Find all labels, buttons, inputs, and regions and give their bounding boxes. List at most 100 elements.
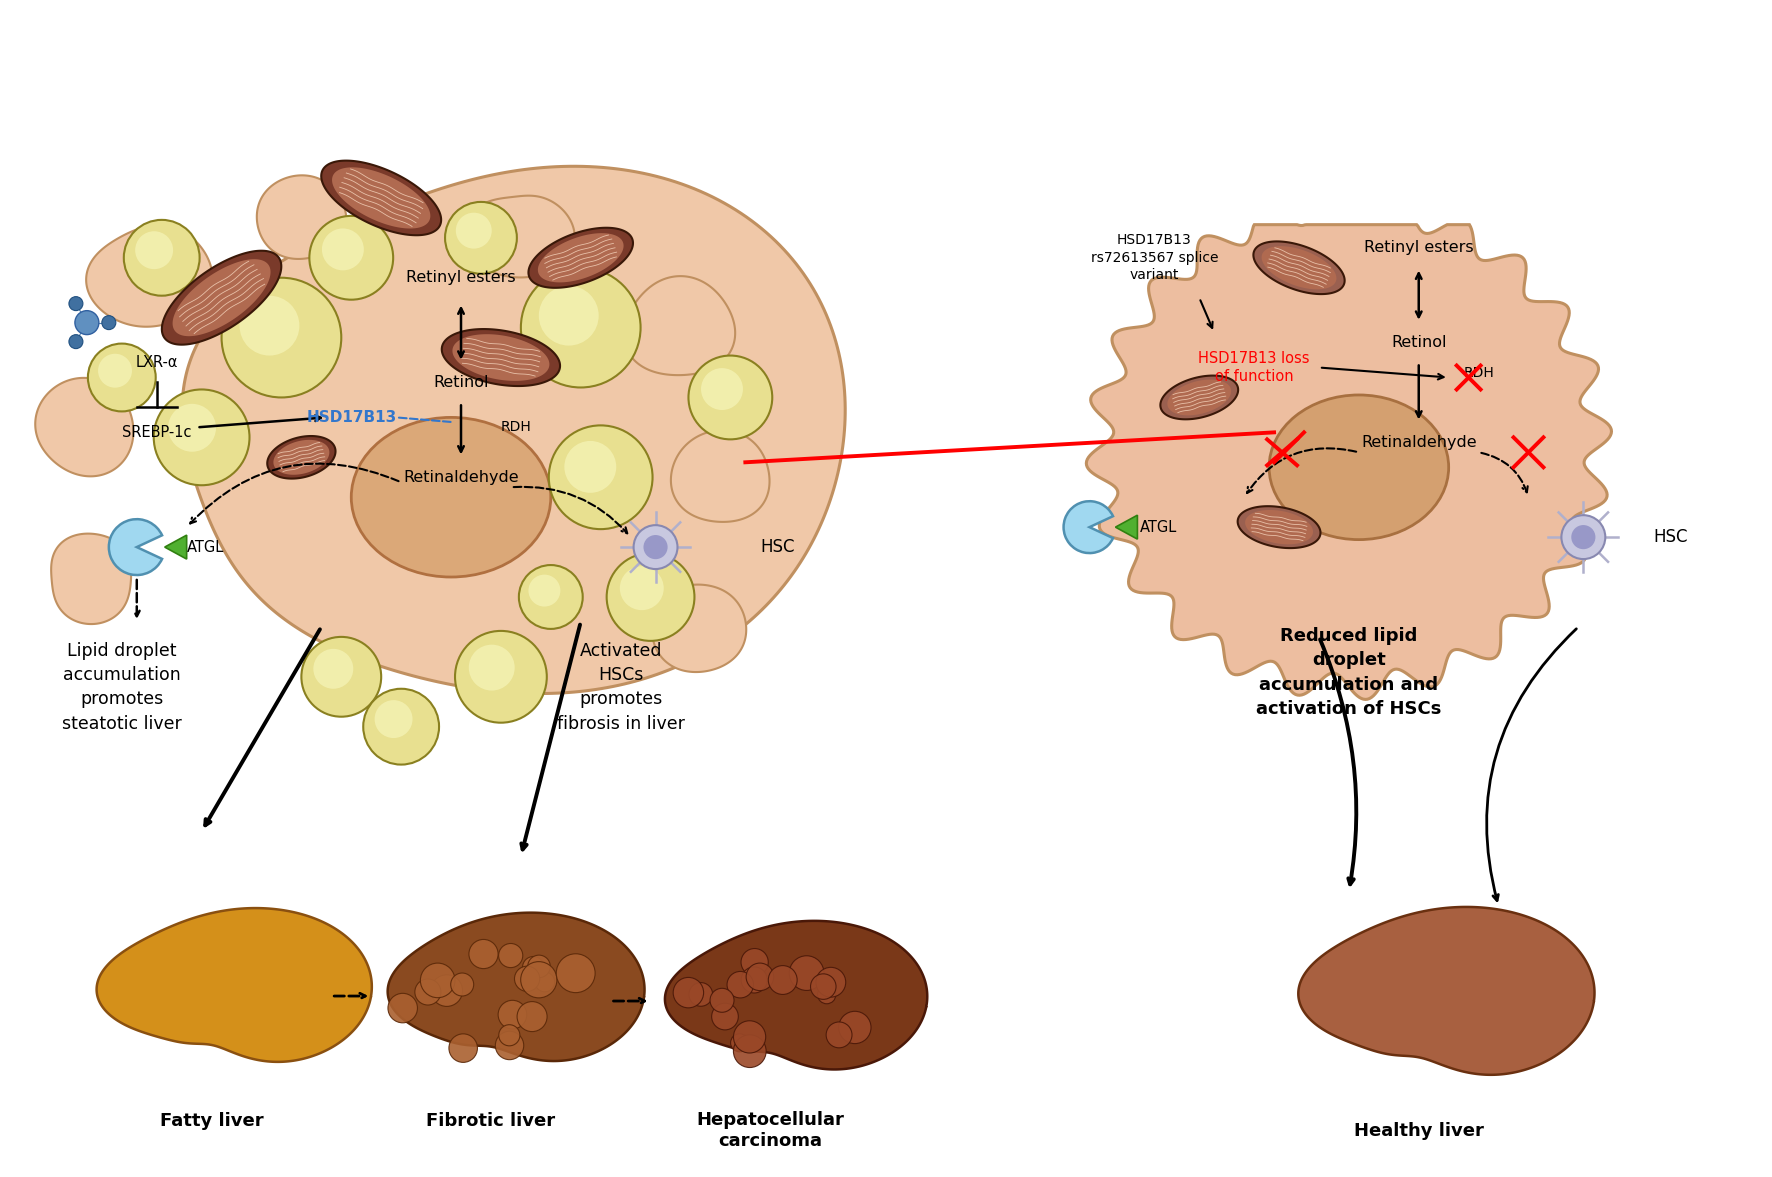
Polygon shape bbox=[268, 435, 335, 479]
Text: Retinol: Retinol bbox=[1391, 335, 1446, 350]
Polygon shape bbox=[452, 334, 549, 381]
Circle shape bbox=[521, 962, 556, 998]
Circle shape bbox=[673, 977, 703, 1008]
Circle shape bbox=[388, 993, 418, 1023]
Polygon shape bbox=[624, 277, 735, 375]
Circle shape bbox=[606, 553, 695, 640]
Polygon shape bbox=[183, 166, 845, 693]
Circle shape bbox=[323, 228, 363, 271]
Circle shape bbox=[69, 297, 83, 311]
Polygon shape bbox=[664, 920, 927, 1070]
Text: Retinaldehyde: Retinaldehyde bbox=[1361, 434, 1476, 450]
Circle shape bbox=[498, 1025, 519, 1046]
Text: LXR-α: LXR-α bbox=[135, 355, 177, 370]
Circle shape bbox=[789, 956, 824, 991]
Circle shape bbox=[519, 565, 583, 629]
Circle shape bbox=[727, 971, 753, 998]
Circle shape bbox=[741, 967, 767, 993]
Text: HSC: HSC bbox=[760, 538, 796, 556]
Circle shape bbox=[448, 1033, 477, 1063]
Circle shape bbox=[1561, 516, 1605, 559]
Polygon shape bbox=[388, 912, 645, 1060]
Circle shape bbox=[838, 1011, 872, 1044]
Circle shape bbox=[470, 939, 498, 969]
Circle shape bbox=[1572, 525, 1595, 550]
Circle shape bbox=[730, 1033, 748, 1052]
Circle shape bbox=[741, 949, 769, 976]
Circle shape bbox=[69, 334, 83, 348]
Polygon shape bbox=[273, 440, 330, 474]
Circle shape bbox=[498, 944, 523, 967]
Polygon shape bbox=[1161, 375, 1239, 419]
Circle shape bbox=[420, 963, 455, 998]
Text: Lipid droplet
accumulation
promotes
steatotic liver: Lipid droplet accumulation promotes stea… bbox=[62, 641, 183, 733]
Circle shape bbox=[89, 344, 156, 412]
Text: HSC: HSC bbox=[1653, 528, 1687, 546]
Circle shape bbox=[523, 957, 544, 978]
Circle shape bbox=[498, 1000, 526, 1029]
Circle shape bbox=[810, 973, 836, 999]
Text: HSD17B13
rs72613567 splice
variant: HSD17B13 rs72613567 splice variant bbox=[1090, 233, 1217, 282]
Text: Fibrotic liver: Fibrotic liver bbox=[427, 1112, 555, 1130]
Text: Reduced lipid
droplet
accumulation and
activation of HSCs: Reduced lipid droplet accumulation and a… bbox=[1256, 627, 1442, 718]
Polygon shape bbox=[441, 330, 560, 386]
Text: Hepatocellular
carcinoma: Hepatocellular carcinoma bbox=[696, 1111, 843, 1150]
Wedge shape bbox=[108, 519, 161, 576]
Polygon shape bbox=[1253, 241, 1345, 294]
Wedge shape bbox=[1063, 501, 1113, 553]
Polygon shape bbox=[172, 259, 271, 337]
Circle shape bbox=[634, 525, 677, 568]
Circle shape bbox=[539, 286, 599, 346]
Polygon shape bbox=[97, 909, 372, 1062]
Polygon shape bbox=[165, 536, 186, 559]
Circle shape bbox=[517, 1002, 548, 1031]
Text: Retinol: Retinol bbox=[434, 375, 489, 390]
Circle shape bbox=[535, 972, 555, 992]
Text: Healthy liver: Healthy liver bbox=[1354, 1122, 1483, 1139]
Text: Fatty liver: Fatty liver bbox=[159, 1112, 264, 1130]
Ellipse shape bbox=[1269, 395, 1449, 539]
Polygon shape bbox=[331, 167, 431, 228]
Circle shape bbox=[563, 441, 617, 493]
Text: HSD17B13 loss
of function: HSD17B13 loss of function bbox=[1198, 351, 1310, 385]
Circle shape bbox=[689, 983, 712, 1006]
Circle shape bbox=[514, 966, 540, 991]
Polygon shape bbox=[539, 233, 624, 282]
Text: RDH: RDH bbox=[501, 420, 532, 434]
Circle shape bbox=[620, 566, 664, 610]
Circle shape bbox=[496, 1031, 525, 1059]
Circle shape bbox=[124, 220, 200, 295]
Circle shape bbox=[97, 354, 131, 387]
Polygon shape bbox=[257, 175, 346, 259]
Circle shape bbox=[455, 213, 493, 248]
Polygon shape bbox=[51, 533, 131, 624]
Circle shape bbox=[222, 278, 342, 398]
Ellipse shape bbox=[351, 418, 551, 577]
Circle shape bbox=[712, 1003, 739, 1030]
Text: RDH: RDH bbox=[1464, 366, 1494, 379]
Circle shape bbox=[314, 649, 353, 689]
Polygon shape bbox=[464, 195, 574, 278]
Circle shape bbox=[450, 973, 473, 996]
Circle shape bbox=[528, 955, 551, 978]
Circle shape bbox=[301, 637, 381, 717]
Circle shape bbox=[74, 311, 99, 334]
Circle shape bbox=[815, 967, 845, 997]
Circle shape bbox=[470, 645, 514, 691]
Circle shape bbox=[769, 965, 797, 995]
Polygon shape bbox=[1168, 379, 1232, 415]
Circle shape bbox=[734, 1020, 766, 1053]
Text: Retinyl esters: Retinyl esters bbox=[406, 271, 516, 285]
Polygon shape bbox=[321, 160, 441, 235]
Circle shape bbox=[549, 425, 652, 530]
Circle shape bbox=[817, 985, 836, 1004]
Circle shape bbox=[239, 295, 299, 355]
Circle shape bbox=[521, 267, 641, 387]
Polygon shape bbox=[1115, 516, 1138, 539]
Circle shape bbox=[455, 631, 548, 723]
Polygon shape bbox=[87, 226, 213, 327]
Text: Activated
HSCs
promotes
fibrosis in liver: Activated HSCs promotes fibrosis in live… bbox=[556, 641, 684, 733]
Circle shape bbox=[168, 404, 216, 452]
Text: Retinaldehyde: Retinaldehyde bbox=[404, 470, 519, 485]
Polygon shape bbox=[1299, 907, 1595, 1075]
